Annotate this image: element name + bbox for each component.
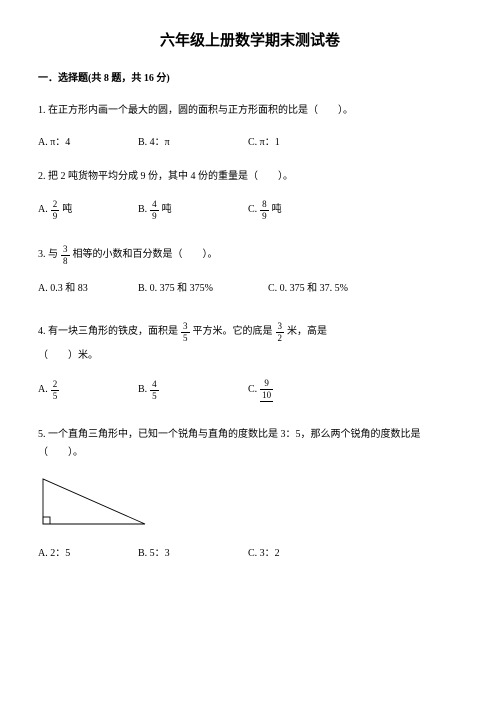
q5-opt-c: C. 3：2 xyxy=(248,545,368,563)
page-title: 六年级上册数学期末测试卷 xyxy=(38,30,462,53)
q2-options: A. 2 9 吨 B. 4 9 吨 C. 8 9 吨 xyxy=(38,200,462,221)
frac-den: 5 xyxy=(181,332,190,343)
q3-opt-b: B. 0. 375 和 375% xyxy=(138,280,268,298)
q4-frac2: 3 2 xyxy=(276,322,285,343)
q3-options: A. 0.3 和 83 B. 0. 375 和 375% C. 0. 375 和… xyxy=(38,280,462,298)
q5-options: A. 2：5 B. 5：3 C. 3：2 xyxy=(38,545,462,563)
q4-t4: （ ）米。 xyxy=(38,347,462,365)
q2-c-suf: 吨 xyxy=(272,201,282,219)
question-4: 4. 有一块三角形的铁皮，面积是 3 5 平方米。它的底是 3 2 米，高是 （… xyxy=(38,322,462,402)
q5-opt-b: B. 5：3 xyxy=(138,545,248,563)
frac-den: 2 xyxy=(276,332,285,343)
frac-num: 4 xyxy=(150,200,159,210)
q4-opt-b: B. 4 5 xyxy=(138,380,248,401)
q2-a-suf: 吨 xyxy=(62,201,72,219)
frac-num: 3 xyxy=(181,322,190,332)
q4-text-line1: 4. 有一块三角形的铁皮，面积是 3 5 平方米。它的底是 3 2 米，高是 xyxy=(38,322,462,343)
q2-b-suf: 吨 xyxy=(162,201,172,219)
q3-opt-a: A. 0.3 和 83 xyxy=(38,280,138,298)
frac-den: 10 xyxy=(260,389,273,400)
q1-options: A. π：4 B. 4：π C. π：1 xyxy=(38,134,462,152)
q4-opt-a: A. 2 5 xyxy=(38,380,138,401)
q2-c-frac: 8 9 xyxy=(260,200,269,221)
q3-frac: 3 8 xyxy=(61,245,70,266)
q4-a-pre: A. xyxy=(38,381,48,399)
q2-b-frac: 4 9 xyxy=(150,200,159,221)
question-2: 2. 把 2 吨货物平均分成 9 份，其中 4 份的重量是（ ）。 A. 2 9… xyxy=(38,168,462,221)
frac-num: 3 xyxy=(61,245,70,255)
q2-b-pre: B. xyxy=(138,201,147,219)
frac-den: 9 xyxy=(51,210,60,221)
q3-post: 相等的小数和百分数是（ ）。 xyxy=(73,246,218,264)
q4-b-frac: 4 5 xyxy=(150,380,159,401)
q4-c-pre: C. xyxy=(248,381,257,399)
frac-den: 5 xyxy=(150,390,159,401)
triangle-icon xyxy=(40,476,148,528)
frac-num: 3 xyxy=(276,322,285,332)
frac-num: 2 xyxy=(51,380,60,390)
q4-a-frac: 2 5 xyxy=(51,380,60,401)
question-5: 5. 一个直角三角形中，已知一个锐角与直角的度数比是 3：5，那么两个锐角的度数… xyxy=(38,426,462,563)
q5-opt-a: A. 2：5 xyxy=(38,545,138,563)
q4-opt-c: C. 9 10 xyxy=(248,379,368,402)
q4-t2: 平方米。它的底是 xyxy=(193,323,273,341)
frac-den: 9 xyxy=(150,210,159,221)
frac-den: 5 xyxy=(51,390,60,401)
q2-opt-b: B. 4 9 吨 xyxy=(138,200,248,221)
q4-t3: 米，高是 xyxy=(287,323,327,341)
q1-opt-b: B. 4：π xyxy=(138,134,248,152)
frac-num: 2 xyxy=(51,200,60,210)
q4-b-pre: B. xyxy=(138,381,147,399)
frac-den: 9 xyxy=(260,210,269,221)
section-header: 一．选择题(共 8 题，共 16 分) xyxy=(38,71,462,86)
q4-options: A. 2 5 B. 4 5 C. 9 10 xyxy=(38,379,462,402)
q2-a-frac: 2 9 xyxy=(51,200,60,221)
q2-c-pre: C. xyxy=(248,201,257,219)
frac-num: 8 xyxy=(260,200,269,210)
frac-den: 8 xyxy=(61,255,70,266)
q1-opt-c: C. π：1 xyxy=(248,134,368,152)
q5-text: 5. 一个直角三角形中，已知一个锐角与直角的度数比是 3：5，那么两个锐角的度数… xyxy=(38,426,462,462)
question-1: 1. 在正方形内画一个最大的圆，圆的面积与正方形面积的比是（ ）。 A. π：4… xyxy=(38,102,462,152)
frac-num: 9 xyxy=(260,379,273,389)
q2-text: 2. 把 2 吨货物平均分成 9 份，其中 4 份的重量是（ ）。 xyxy=(38,168,462,186)
q1-text: 1. 在正方形内画一个最大的圆，圆的面积与正方形面积的比是（ ）。 xyxy=(38,102,462,120)
q4-c-frac: 9 10 xyxy=(260,379,273,402)
triangle-figure xyxy=(40,476,462,535)
question-3: 3. 与 3 8 相等的小数和百分数是（ ）。 A. 0.3 和 83 B. 0… xyxy=(38,245,462,298)
q2-a-pre: A. xyxy=(38,201,48,219)
q3-text: 3. 与 3 8 相等的小数和百分数是（ ）。 xyxy=(38,245,462,266)
q2-opt-a: A. 2 9 吨 xyxy=(38,200,138,221)
frac-num: 4 xyxy=(150,380,159,390)
q4-t1: 4. 有一块三角形的铁皮，面积是 xyxy=(38,323,178,341)
q3-pre: 3. 与 xyxy=(38,246,58,264)
q1-opt-a: A. π：4 xyxy=(38,134,138,152)
q3-opt-c: C. 0. 375 和 37. 5% xyxy=(268,280,388,298)
q2-opt-c: C. 8 9 吨 xyxy=(248,200,368,221)
q4-frac1: 3 5 xyxy=(181,322,190,343)
